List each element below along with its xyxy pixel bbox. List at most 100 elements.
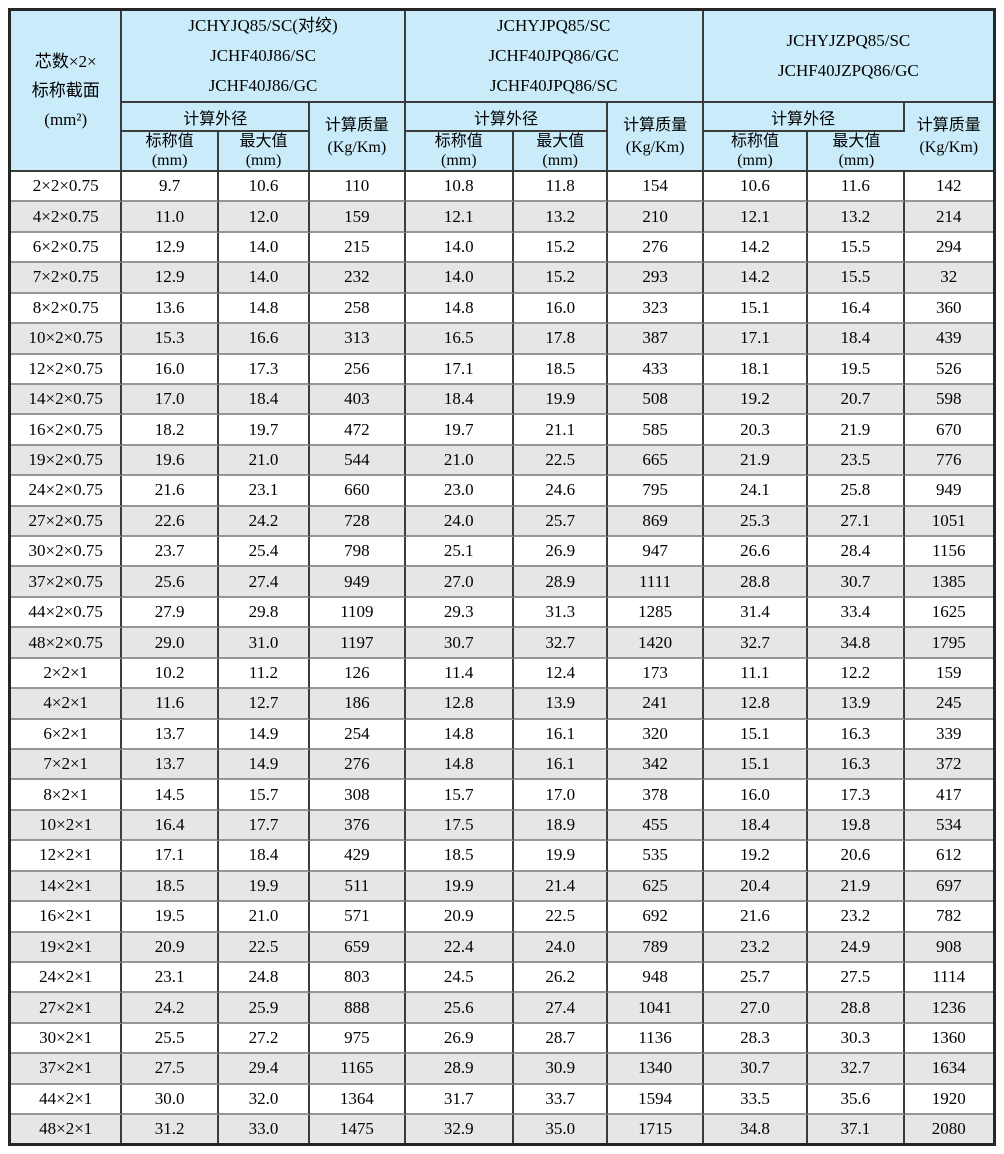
table-row: 14×2×0.75 17.0 18.4 403 18.4 19.9 508 19.2 20.7 5… [11, 384, 993, 416]
value-cell: 19.7 [218, 415, 311, 446]
table-row: 7×2×1 13.7 14.9 276 14.8 16.1 342 15.1 16.3 372 [11, 750, 993, 781]
value-cell: 30.7 [405, 628, 515, 659]
value-cell: 16.3 [808, 750, 905, 781]
value-cell: 12.9 [122, 263, 219, 294]
value-cell: 782 [904, 902, 993, 933]
value-cell: 17.0 [122, 384, 219, 416]
value-cell: 1594 [608, 1084, 704, 1116]
value-cell: 17.7 [218, 810, 311, 842]
value-cell: 33.0 [218, 1115, 311, 1143]
value-cell: 21.0 [218, 445, 311, 477]
value-cell: 19.2 [703, 384, 809, 416]
value-cell: 1111 [608, 567, 704, 598]
value-cell: 37.1 [808, 1115, 905, 1143]
value-cell: 14.2 [703, 263, 809, 294]
table-row: 37×2×0.75 25.6 27.4 949 27.0 28.9 1111 28.8 30.7… [11, 567, 993, 598]
value-cell: 888 [310, 993, 406, 1024]
value-cell: 1795 [904, 628, 993, 659]
value-cell: 455 [608, 810, 704, 842]
value-cell: 20.4 [703, 871, 809, 903]
value-cell: 31.3 [514, 597, 609, 629]
value-cell: 24.9 [808, 932, 905, 963]
value-cell: 15.2 [514, 263, 609, 294]
row-spec-cell: 8×2×1 [11, 780, 123, 811]
value-cell: 173 [608, 658, 704, 690]
header-row-models: 芯数×2× 标称截面 (mm²) JCHYJQ85/SC(对绞) JCHF40J86/… [11, 11, 993, 172]
table-row: 16×2×0.75 18.2 19.7 472 19.7 21.1 585 20.3 21.9 6… [11, 415, 993, 446]
row-spec-cell: 27×2×0.75 [11, 506, 123, 538]
value-cell: 210 [608, 202, 704, 233]
value-cell: 378 [608, 780, 704, 811]
value-cell: 15.7 [218, 780, 311, 811]
table-row: 6×2×0.75 12.9 14.0 215 14.0 15.2 276 14.2 15.5 29… [11, 232, 993, 264]
value-cell: 17.8 [514, 324, 609, 355]
nominal-header-2: 标称值 (mm) [405, 132, 515, 172]
value-cell: 27.9 [122, 597, 219, 629]
value-cell: 9.7 [122, 172, 219, 203]
value-cell: 241 [608, 689, 704, 720]
row-spec-cell: 37×2×0.75 [11, 567, 123, 598]
value-cell: 32.7 [514, 628, 609, 659]
value-cell: 320 [608, 719, 704, 751]
value-cell: 15.5 [808, 263, 905, 294]
value-cell: 33.5 [703, 1084, 809, 1116]
value-cell: 1625 [904, 598, 993, 629]
row-spec-cell: 24×2×1 [11, 962, 123, 994]
value-cell: 19.9 [405, 871, 515, 903]
spec-table-frame: 芯数×2× 标称截面 (mm²) JCHYJQ85/SC(对绞) JCHF40J86/… [8, 8, 996, 1146]
row-spec-cell: 30×2×0.75 [11, 537, 123, 568]
value-cell: 795 [608, 476, 704, 507]
value-cell: 21.6 [703, 902, 809, 933]
row-spec-cell: 44×2×1 [11, 1084, 123, 1116]
value-cell: 31.2 [122, 1115, 219, 1143]
value-cell: 14.9 [218, 750, 311, 781]
value-cell: 14.8 [405, 293, 515, 325]
value-cell: 949 [310, 567, 406, 598]
row-spec-cell: 10×2×0.75 [11, 324, 123, 355]
value-cell: 1634 [904, 1054, 993, 1085]
value-cell: 692 [608, 902, 704, 933]
value-cell: 1041 [608, 993, 704, 1024]
value-cell: 18.4 [218, 841, 311, 872]
value-cell: 798 [310, 537, 406, 568]
value-cell: 23.5 [808, 445, 905, 477]
table-row: 44×2×1 30.0 32.0 1364 31.7 33.7 1594 33.5 35.6 19… [11, 1084, 993, 1116]
value-cell: 31.7 [405, 1084, 515, 1116]
value-cell: 19.5 [122, 902, 219, 933]
nominal-header-3: 标称值 (mm) [703, 132, 809, 172]
value-cell: 27.2 [218, 1023, 311, 1055]
value-cell: 18.1 [703, 354, 809, 385]
value-cell: 625 [608, 871, 704, 903]
value-cell: 948 [608, 962, 704, 994]
value-cell: 35.6 [808, 1084, 905, 1116]
value-cell: 10.6 [703, 172, 809, 203]
value-cell: 25.8 [808, 476, 905, 507]
value-cell: 21.0 [218, 902, 311, 933]
value-cell: 323 [608, 293, 704, 325]
value-cell: 25.5 [122, 1023, 219, 1055]
table-row: 16×2×1 19.5 21.0 571 20.9 22.5 692 21.6 23.2 782 [11, 902, 993, 933]
value-cell: 417 [904, 780, 993, 811]
value-cell: 526 [904, 355, 993, 385]
value-cell: 2080 [904, 1115, 993, 1143]
value-cell: 439 [904, 324, 993, 355]
value-cell: 1156 [904, 537, 993, 568]
value-cell: 12.2 [808, 658, 905, 690]
value-cell: 214 [904, 202, 993, 233]
value-cell: 20.7 [808, 384, 905, 416]
value-cell: 12.8 [405, 689, 515, 720]
row-spec-cell: 19×2×0.75 [11, 445, 123, 477]
value-cell: 256 [310, 354, 406, 385]
value-cell: 16.4 [808, 293, 905, 325]
value-cell: 24.0 [514, 932, 609, 963]
value-cell: 14.8 [218, 293, 311, 325]
value-cell: 18.9 [514, 810, 609, 842]
value-cell: 26.2 [514, 962, 609, 994]
value-cell: 10.2 [122, 658, 219, 690]
table-row: 8×2×0.75 13.6 14.8 258 14.8 16.0 323 15.1 16.4 36… [11, 293, 993, 325]
cable-spec-table: 芯数×2× 标称截面 (mm²) JCHYJQ85/SC(对绞) JCHF40J86/… [11, 11, 993, 1143]
value-cell: 429 [310, 841, 406, 872]
value-cell: 869 [608, 506, 704, 538]
table-row: 10×2×0.75 15.3 16.6 313 16.5 17.8 387 17.1 18.4 4… [11, 324, 993, 355]
value-cell: 14.9 [218, 719, 311, 751]
